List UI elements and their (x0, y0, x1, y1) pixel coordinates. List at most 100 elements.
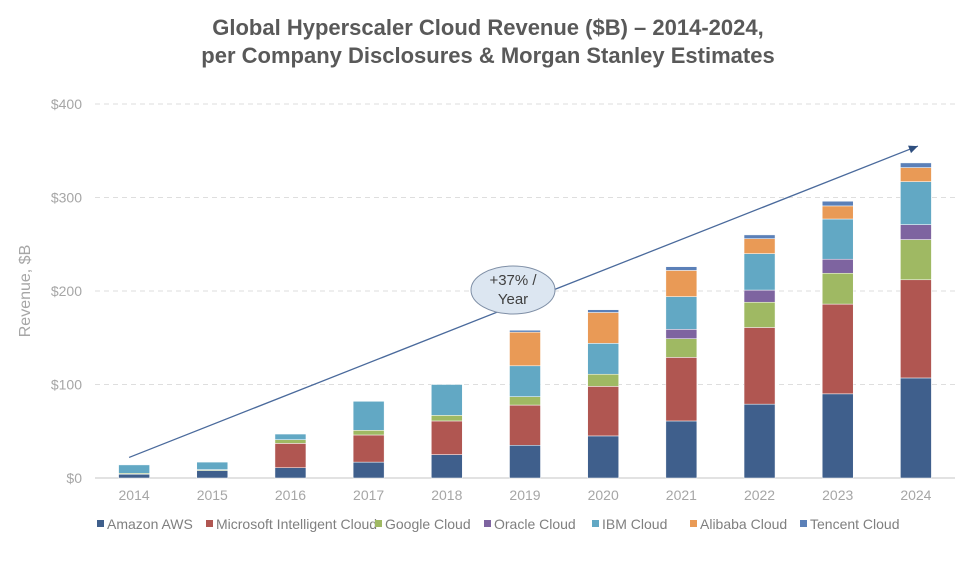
bar-segment-alibaba-cloud (509, 331, 541, 367)
bar-segment-amazon-aws (821, 393, 854, 479)
bar-segment-amazon-aws (274, 467, 307, 479)
bar-segment-alibaba-cloud (587, 312, 619, 344)
bar-segment-ibm-cloud (665, 296, 698, 330)
arrowhead-icon (908, 145, 918, 154)
bar-segment-ibm-cloud (196, 461, 229, 470)
bar-segment-google-cloud (509, 396, 541, 406)
chart-title-line1: Global Hyperscaler Cloud Revenue ($B) – … (212, 15, 764, 40)
legend-item-amazon-aws: Amazon AWS (97, 516, 193, 532)
bar-segment-amazon-aws (509, 445, 541, 479)
bar-segment-tencent-cloud (509, 330, 541, 333)
x-tick-label: 2023 (822, 487, 853, 503)
bar-segment-google-cloud (274, 439, 307, 444)
chart-title: Global Hyperscaler Cloud Revenue ($B) – … (0, 14, 976, 70)
growth-rate-line2: Year (498, 291, 528, 308)
bar-segment-amazon-aws (352, 461, 385, 479)
x-tick-label: 2020 (588, 487, 619, 503)
legend-label: IBM Cloud (602, 516, 667, 532)
legend-swatch (97, 520, 104, 527)
bar-segment-alibaba-cloud (743, 238, 776, 254)
bar-segment-ibm-cloud (118, 464, 150, 474)
bar-segment-ibm-cloud (352, 401, 385, 431)
bar-segment-amazon-aws (743, 403, 776, 479)
legend-swatch (690, 520, 697, 527)
y-tick-label: $400 (51, 96, 82, 112)
bar-segment-microsoft-intelligent-cloud (665, 357, 698, 422)
bar-segment-amazon-aws (587, 435, 619, 479)
bar-segment-oracle-cloud (821, 258, 854, 274)
legend-item-oracle-cloud: Oracle Cloud (484, 516, 576, 532)
bar-segment-google-cloud (821, 272, 854, 305)
bar-segment-tencent-cloud (665, 266, 698, 271)
bar-segment-alibaba-cloud (821, 205, 854, 220)
legend-swatch (375, 520, 382, 527)
bar-segment-alibaba-cloud (665, 270, 698, 297)
bar-segment-tencent-cloud (587, 309, 619, 313)
x-tick-label: 2021 (666, 487, 697, 503)
bar-segment-microsoft-intelligent-cloud (274, 443, 307, 468)
bar-segment-amazon-aws (665, 420, 698, 479)
legend-item-microsoft-intelligent-cloud: Microsoft Intelligent Cloud (206, 516, 377, 532)
bar-segment-tencent-cloud (743, 234, 776, 239)
bar-segment-amazon-aws (196, 470, 229, 479)
bar-segment-amazon-aws (900, 377, 932, 479)
legend-label: Tencent Cloud (810, 516, 900, 532)
y-tick-label: $0 (66, 470, 82, 486)
bar-segment-microsoft-intelligent-cloud (352, 434, 385, 463)
legend-label: Oracle Cloud (494, 516, 576, 532)
legend-swatch (484, 520, 491, 527)
bar-segment-microsoft-intelligent-cloud (509, 404, 541, 446)
legend-item-alibaba-cloud: Alibaba Cloud (690, 516, 787, 532)
chart-title-line2: per Company Disclosures & Morgan Stanley… (201, 43, 775, 68)
bar-segment-microsoft-intelligent-cloud (743, 327, 776, 405)
bar-segment-microsoft-intelligent-cloud (587, 386, 619, 437)
bar-segment-alibaba-cloud (900, 167, 932, 182)
bar-segment-google-cloud (743, 301, 776, 328)
bar-segment-ibm-cloud (900, 181, 932, 225)
bar-segment-microsoft-intelligent-cloud (821, 303, 854, 395)
y-tick-label: $100 (51, 377, 82, 393)
bar-segment-google-cloud (665, 338, 698, 358)
y-tick-label: $300 (51, 190, 82, 206)
bar-segment-amazon-aws (118, 474, 150, 479)
legend-swatch (592, 520, 599, 527)
x-tick-label: 2017 (353, 487, 384, 503)
legend-label: Microsoft Intelligent Cloud (216, 516, 377, 532)
bar-segment-amazon-aws (431, 454, 463, 479)
x-tick-label: 2015 (197, 487, 228, 503)
bar-segment-oracle-cloud (743, 289, 776, 303)
x-tick-label: 2018 (431, 487, 462, 503)
bar-segment-ibm-cloud (274, 433, 307, 440)
bar-segment-ibm-cloud (821, 218, 854, 260)
x-tick-label: 2022 (744, 487, 775, 503)
legend-swatch (800, 520, 807, 527)
bar-segment-tencent-cloud (821, 200, 854, 207)
x-tick-label: 2014 (119, 487, 150, 503)
growth-rate-callout (470, 265, 556, 315)
bar-segment-google-cloud (587, 373, 619, 387)
bar-segment-ibm-cloud (743, 253, 776, 291)
legend-swatch (206, 520, 213, 527)
legend-item-google-cloud: Google Cloud (375, 516, 471, 532)
bar-segment-google-cloud (352, 430, 385, 436)
x-tick-label: 2024 (900, 487, 931, 503)
bar-segment-microsoft-intelligent-cloud (431, 420, 463, 455)
x-tick-label: 2016 (275, 487, 306, 503)
bar-segment-ibm-cloud (431, 384, 463, 416)
legend-item-ibm-cloud: IBM Cloud (592, 516, 667, 532)
y-tick-label: $200 (51, 283, 82, 299)
legend-label: Google Cloud (385, 516, 471, 532)
bar-segment-ibm-cloud (587, 343, 619, 375)
legend-item-tencent-cloud: Tencent Cloud (800, 516, 900, 532)
bar-segment-microsoft-intelligent-cloud (900, 279, 932, 379)
legend-label: Alibaba Cloud (700, 516, 787, 532)
bar-segment-ibm-cloud (509, 365, 541, 397)
bar-segment-oracle-cloud (665, 329, 698, 339)
y-axis-label: Revenue, $B (17, 245, 34, 338)
legend-label: Amazon AWS (107, 516, 193, 532)
x-tick-label: 2019 (509, 487, 540, 503)
bar-segment-google-cloud (431, 415, 463, 422)
bar-segment-oracle-cloud (900, 224, 932, 240)
growth-rate-line1: +37% / (489, 272, 537, 289)
